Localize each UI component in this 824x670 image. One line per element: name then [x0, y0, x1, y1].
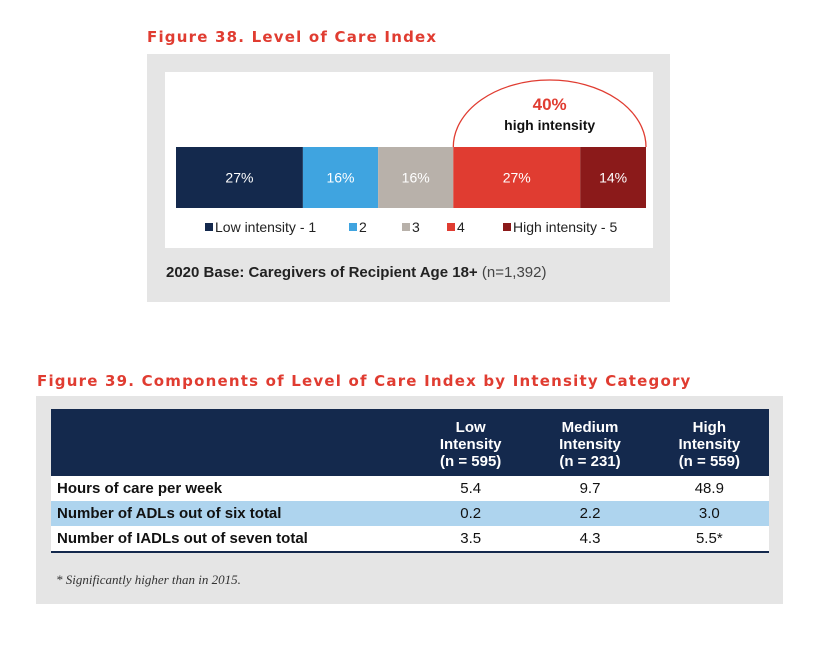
row-label: Hours of care per week: [51, 476, 411, 501]
figure-38-title: Figure 38. Level of Care Index: [147, 28, 438, 46]
cell-value: 2.2: [530, 501, 650, 526]
header-line: Low: [455, 419, 486, 436]
base-n: (n=1,392): [481, 264, 547, 281]
header-line: Intensity: [439, 436, 502, 453]
header-line: Intensity: [559, 436, 621, 453]
header-medium-intensity: Medium Intensity (n = 231): [530, 409, 650, 476]
header-line: Intensity: [678, 436, 741, 453]
row-label: Number of ADLs out of six total: [51, 501, 411, 526]
cell-value: 5.5*: [649, 526, 769, 553]
cell-value: 4.3: [530, 526, 650, 553]
base-note: 2020 Base: Caregivers of Recipient Age 1…: [166, 264, 547, 281]
header-high-intensity: High Intensity (n = 559): [649, 409, 769, 476]
header-line: High: [692, 419, 726, 436]
legend-swatch-1: [205, 223, 213, 231]
header-blank-cell: [51, 409, 411, 476]
table-row: Hours of care per week 5.4 9.7 48.9: [51, 476, 769, 501]
bar-segment-1: [176, 147, 303, 208]
legend-swatch-5: [503, 223, 511, 231]
annotation-arc: [452, 79, 647, 148]
cell-value: 0.2: [411, 501, 531, 526]
table-row: Number of IADLs out of seven total 3.5 4…: [51, 526, 769, 553]
bar-segment-5: [580, 147, 646, 208]
bar-segment-4: [453, 147, 581, 208]
data-label-3: 16%: [402, 170, 430, 186]
cell-value: 9.7: [530, 476, 650, 501]
table-row: Number of ADLs out of six total 0.2 2.2 …: [51, 501, 769, 526]
data-label-1: 27%: [225, 170, 253, 186]
header-line: (n = 559): [678, 453, 740, 470]
components-table: Low Intensity (n = 595) Medium Intensity…: [51, 409, 769, 553]
legend-swatch-4: [447, 223, 455, 231]
legend-label-2: 2: [359, 219, 367, 235]
cell-value: 3.0: [649, 501, 769, 526]
cell-value: 3.5: [411, 526, 531, 553]
legend-label-5: High intensity - 5: [513, 219, 617, 235]
legend-label-1: Low intensity - 1: [215, 219, 316, 235]
data-label-2: 16%: [326, 170, 354, 186]
header-line: Medium: [561, 419, 619, 436]
cell-value: 5.4: [411, 476, 531, 501]
cell-value: 48.9: [649, 476, 769, 501]
bar-segment-3: [378, 147, 454, 208]
legend-swatch-2: [349, 223, 357, 231]
legend-label-4: 4: [457, 219, 465, 235]
annotation-text: high intensity: [504, 117, 595, 133]
header-low-intensity: Low Intensity (n = 595): [411, 409, 531, 476]
header-line: (n = 231): [559, 453, 621, 470]
chart-area: 27% 16% 16% 27% 14% 40% high intensity Low inte…: [165, 72, 653, 248]
row-label: Number of IADLs out of seven total: [51, 526, 411, 553]
legend-swatch-3: [402, 223, 410, 231]
data-label-5: 14%: [599, 170, 627, 186]
data-label-4: 27%: [503, 170, 531, 186]
base-label: 2020 Base: Caregivers of Recipient Age 1…: [166, 264, 478, 281]
annotation-value: 40%: [533, 95, 567, 114]
table-header-row: Low Intensity (n = 595) Medium Intensity…: [51, 409, 769, 476]
figure-38-panel: 27% 16% 16% 27% 14% 40% high intensity Low inte…: [147, 54, 670, 302]
legend-label-3: 3: [412, 219, 420, 235]
figure-39-panel: Low Intensity (n = 595) Medium Intensity…: [36, 396, 783, 604]
header-line: (n = 595): [440, 453, 502, 470]
bar-segment-2: [302, 147, 379, 208]
figure-39-title: Figure 39. Components of Level of Care I…: [37, 372, 692, 390]
stacked-bar-chart: 27% 16% 16% 27% 14% 40% high intensity Low inte…: [176, 79, 647, 235]
footnote: * Significantly higher than in 2015.: [56, 572, 241, 587]
